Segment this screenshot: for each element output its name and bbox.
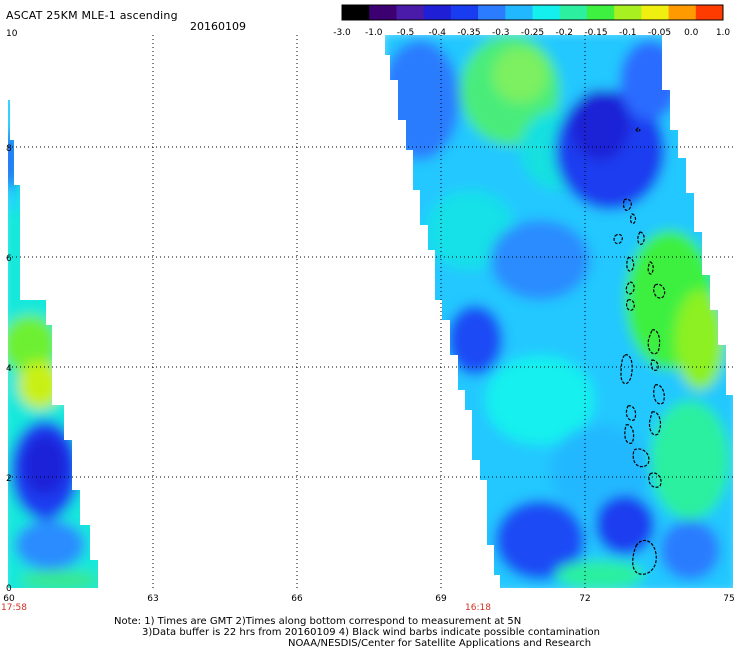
footer-note-2: 3)Data buffer is 22 hrs from 20160109 4)… (142, 627, 600, 638)
colorbar-swatch (559, 5, 588, 20)
colorbar-swatch (695, 5, 724, 20)
colorbar-label: -0.35 (457, 28, 480, 38)
colorbar-swatch (668, 5, 697, 20)
footer-credit: NOAA/NESDIS/Center for Satellite Applica… (288, 638, 592, 649)
colorbar-swatch (369, 5, 397, 20)
colorbar-label: 0.0 (684, 28, 699, 38)
colorbar-swatch (532, 5, 561, 20)
y-tick-label: 8 (6, 144, 12, 154)
colorbar-label: -0.1 (619, 28, 637, 38)
colorbar-swatch (478, 5, 506, 20)
colorbar-label: -0.25 (521, 28, 544, 38)
colorbar-label: -0.3 (492, 28, 510, 38)
colorbar-swatch (641, 5, 670, 20)
colorbar-label: -0.2 (555, 28, 573, 38)
graticule (8, 35, 733, 588)
colorbar: -3.0 -1.0 -0.5 -0.4 -0.35 -0.3 -0.25 -0.2 -0.15 -… (333, 4, 731, 38)
island-contours (613, 127, 666, 575)
x-tick-label: 72 (579, 594, 590, 604)
colorbar-label: -0.05 (648, 28, 671, 38)
colorbar-label: -0.5 (397, 28, 415, 38)
product-title: ASCAT 25KM MLE-1 ascending (6, 9, 178, 22)
colorbar-label: -0.15 (584, 28, 607, 38)
colorbar-swatch (614, 5, 642, 20)
left-swath (8, 100, 98, 588)
x-tick-label: 69 (435, 594, 447, 604)
pass-time-label: 17:58 (1, 603, 27, 613)
y-tick-label: 4 (6, 364, 12, 374)
x-tick-label: 63 (147, 594, 158, 604)
colorbar-swatch (505, 5, 533, 20)
y-axis-labels: 0 2 4 6 8 10 (6, 29, 18, 594)
colorbar-swatch (450, 5, 479, 20)
colorbar-swatch (586, 5, 615, 20)
y-tick-label: 2 (6, 474, 12, 484)
colorbar-swatch (342, 5, 370, 20)
colorbar-label: 1.0 (716, 28, 731, 38)
colorbar-swatch (423, 5, 452, 20)
y-tick-label: 10 (6, 29, 18, 39)
pass-time-label: 16:18 (465, 603, 491, 613)
x-tick-label: 66 (291, 594, 303, 604)
y-tick-label: 0 (6, 584, 12, 594)
product-date: 20160109 (190, 20, 246, 33)
footer-note-1: Note: 1) Times are GMT 2)Times along bot… (114, 616, 522, 627)
right-swath (385, 35, 733, 588)
colorbar-label: -3.0 (333, 28, 351, 38)
x-axis-labels: 60 63 66 69 72 75 (3, 594, 734, 604)
x-tick-label: 75 (723, 594, 734, 604)
x-tick-label: 60 (3, 594, 15, 604)
colorbar-swatch (396, 5, 425, 20)
y-tick-label: 6 (6, 254, 12, 264)
colorbar-label: -1.0 (365, 28, 383, 38)
colorbar-label: -0.4 (428, 28, 446, 38)
pass-time-labels: 17:58 16:18 (1, 603, 491, 613)
